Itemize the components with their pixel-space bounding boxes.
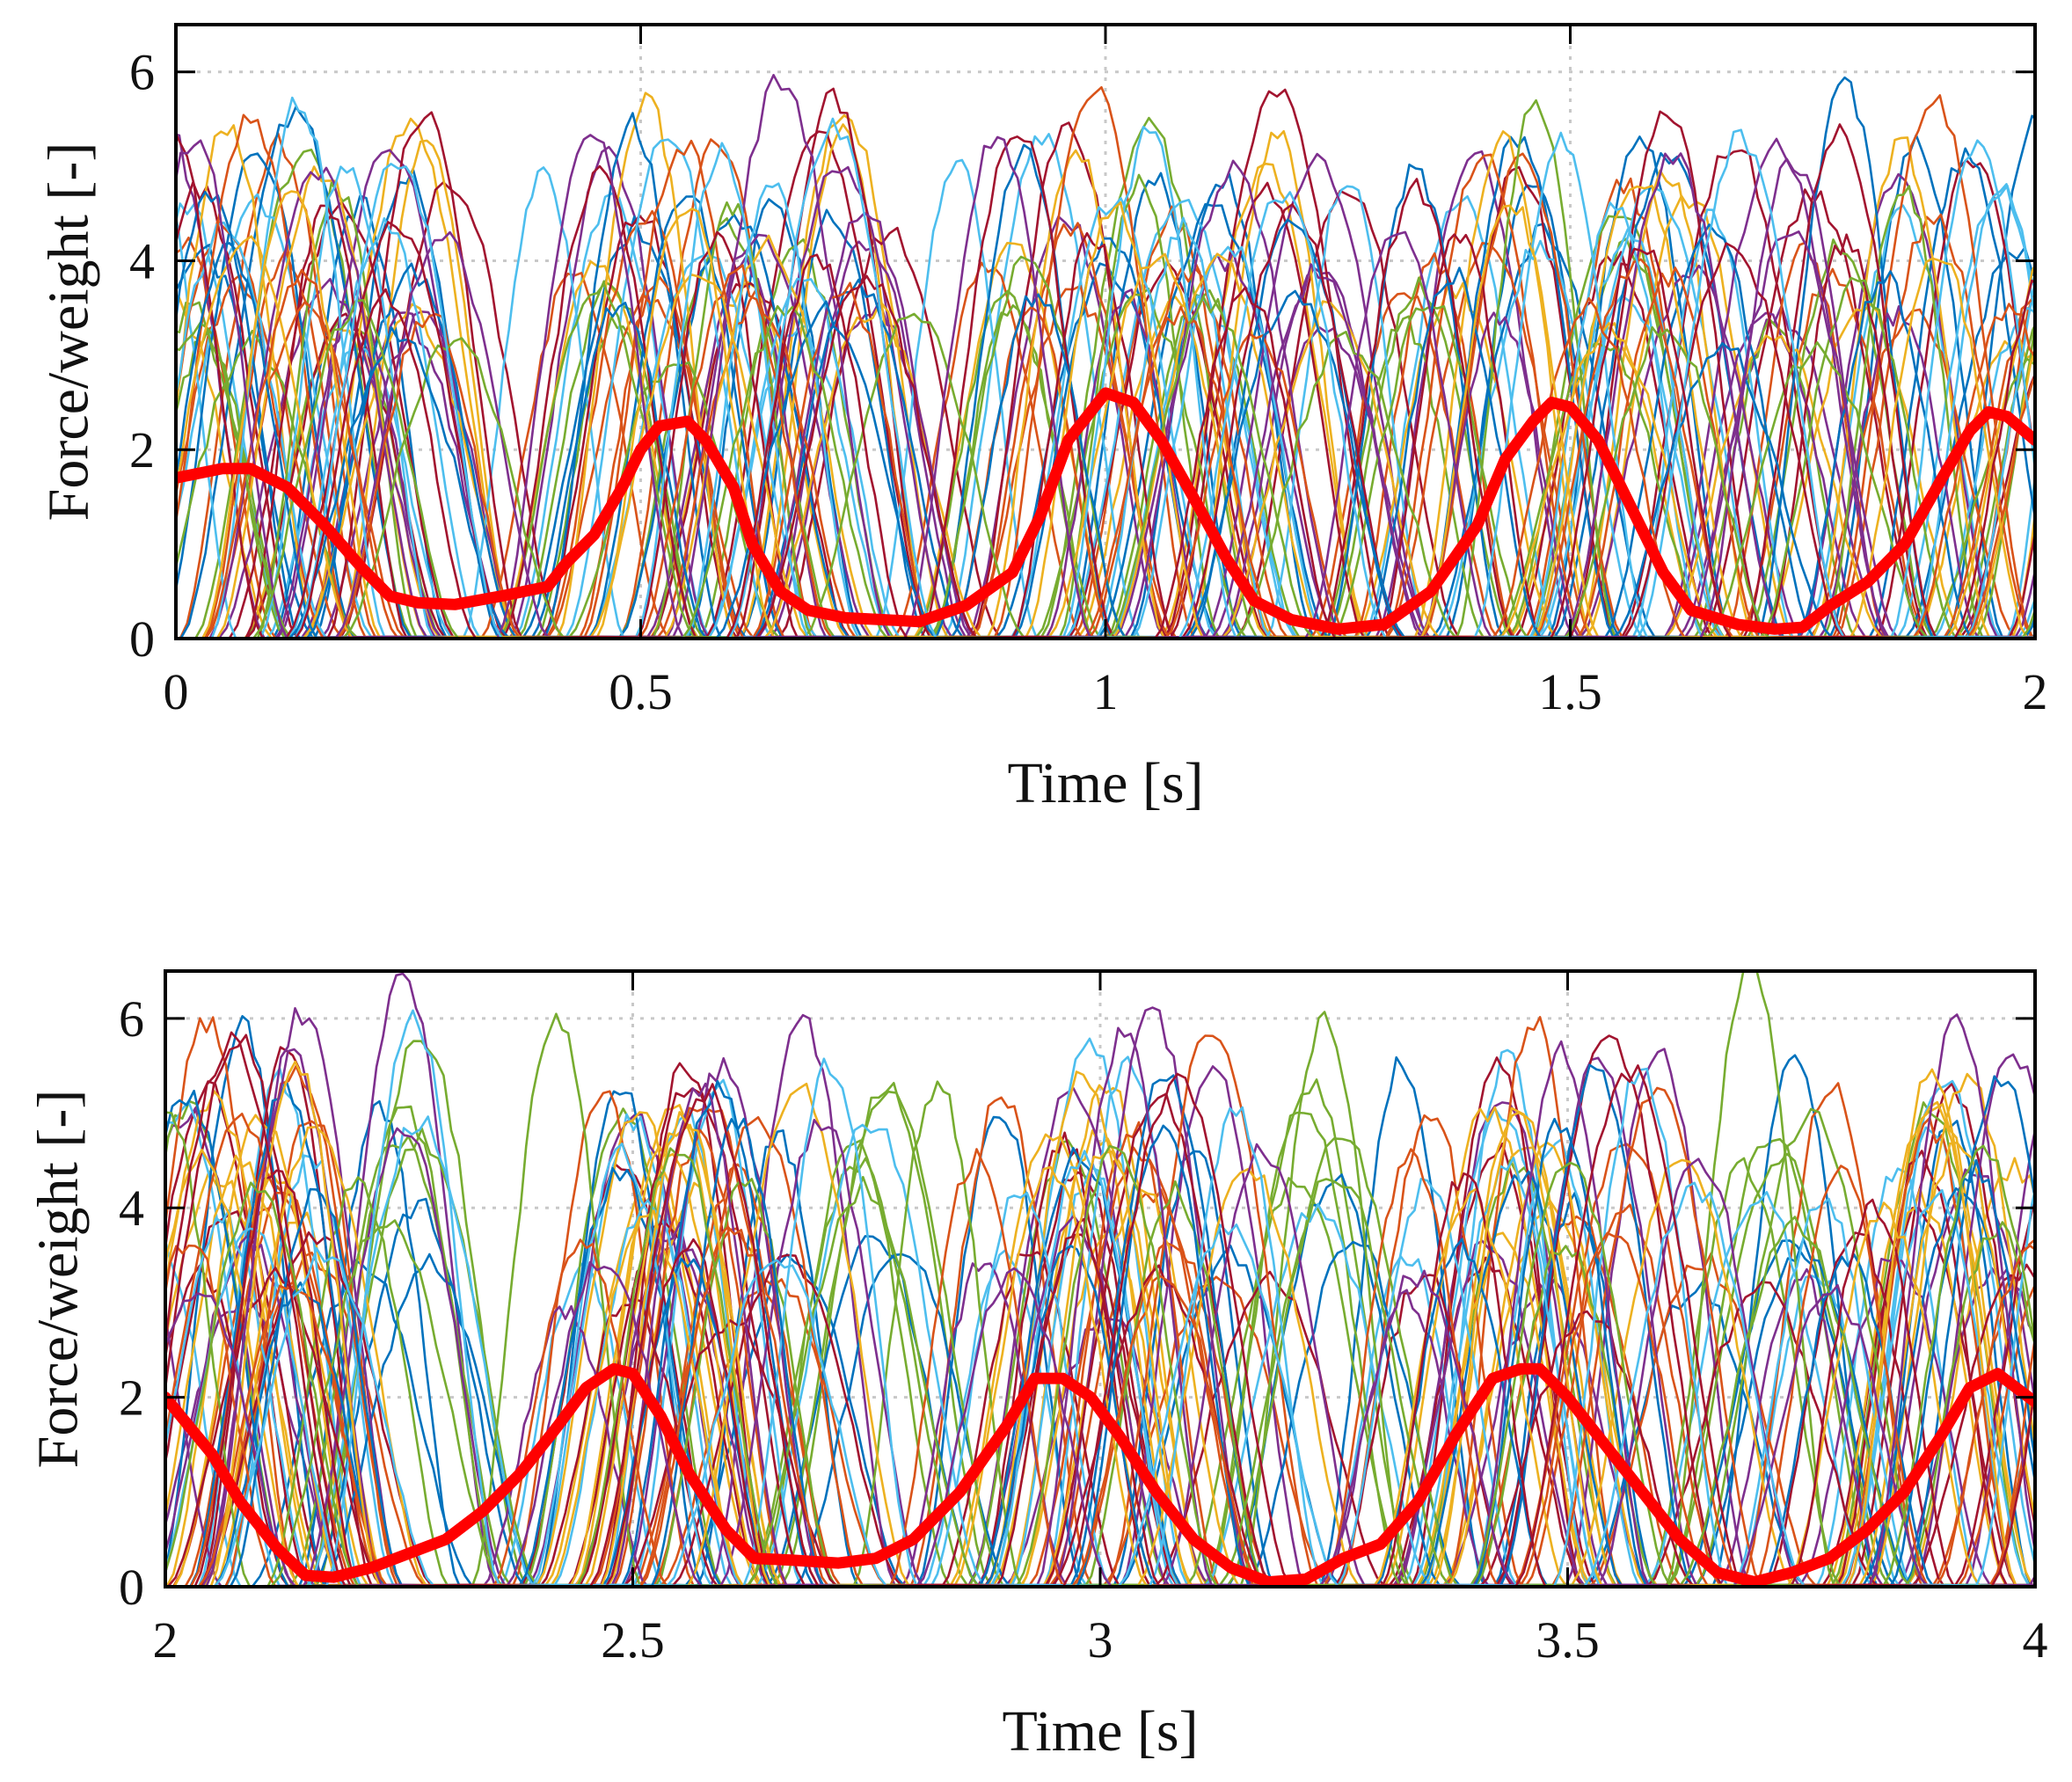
force-trace <box>319 240 2035 639</box>
top-ticks: 0 0.5 1 1.5 2 0 2 4 6 <box>129 25 2048 720</box>
top-y-axis-label: Force/weight [-] <box>37 142 101 522</box>
y-tick-label: 2 <box>119 1369 144 1427</box>
x-tick-label: 0 <box>164 663 189 720</box>
force-trace <box>176 235 2035 639</box>
x-tick-label: 2 <box>153 1611 179 1669</box>
top-x-axis-label: Time [s] <box>1007 751 1203 815</box>
x-tick-label: 1.5 <box>1538 663 1602 720</box>
force-trace <box>205 1013 2035 1587</box>
force-trace <box>176 138 2035 639</box>
force-trace <box>166 1263 2035 1587</box>
force-trace <box>294 117 2035 639</box>
force-trace <box>165 1037 2035 1587</box>
x-tick-label: 2.5 <box>601 1611 665 1669</box>
force-trace <box>306 1105 2035 1587</box>
y-tick-label: 0 <box>129 610 155 668</box>
force-trace <box>176 242 2035 639</box>
top-mean-series <box>176 387 2035 635</box>
bottom-x-axis-label: Time [s] <box>1002 1699 1198 1764</box>
force-trace <box>176 86 2035 639</box>
y-tick-label: 0 <box>119 1559 144 1616</box>
force-trace <box>165 1070 2035 1587</box>
mean-force-line <box>165 1362 2035 1587</box>
force-trace <box>200 1046 2035 1587</box>
force-trace <box>165 1016 2035 1587</box>
force-trace <box>176 242 2035 639</box>
force-trace <box>165 1123 2035 1587</box>
force-trace <box>165 1033 2035 1587</box>
top-panel: 0 0.5 1 1.5 2 0 2 4 6 Time [s] Force/weight [-] <box>37 23 2048 815</box>
force-trace <box>176 91 2035 639</box>
force-trace <box>204 241 2015 639</box>
force-trace <box>165 1031 2035 1587</box>
x-tick-label: 1 <box>1093 663 1119 720</box>
force-trace <box>197 1251 2035 1587</box>
force-trace <box>203 1082 2035 1587</box>
force-trace <box>305 218 2035 639</box>
force-trace <box>256 99 2035 639</box>
force-trace <box>176 135 2035 639</box>
y-tick-label: 4 <box>129 232 155 289</box>
force-trace <box>208 74 2035 639</box>
force-trace <box>165 1090 2035 1587</box>
y-tick-label: 6 <box>129 44 155 101</box>
x-tick-label: 2 <box>2023 663 2048 720</box>
y-tick-label: 2 <box>129 421 155 478</box>
x-tick-label: 3 <box>1088 1611 1113 1669</box>
force-trace <box>165 1144 2035 1587</box>
force-trace <box>165 1143 2035 1587</box>
force-trace <box>189 1034 2035 1587</box>
force-trace <box>176 242 2035 639</box>
x-tick-label: 4 <box>2023 1611 2048 1669</box>
force-trace <box>310 1173 2035 1587</box>
force-trace <box>338 123 2035 639</box>
bottom-mean-series <box>165 1362 2035 1587</box>
force-trace <box>228 88 2035 639</box>
force-trace <box>213 1181 2035 1587</box>
force-trace <box>244 281 2035 639</box>
mean-force-line <box>176 387 2035 635</box>
force-trace <box>165 1099 2035 1587</box>
x-tick-label: 3.5 <box>1536 1611 1600 1669</box>
force-trace <box>325 1009 2035 1587</box>
force-trace <box>209 1060 2035 1587</box>
force-trace <box>287 216 2035 639</box>
force-trace <box>204 258 2035 639</box>
x-tick-label: 0.5 <box>609 663 673 720</box>
force-trace <box>184 1163 2035 1587</box>
force-trace <box>337 267 2035 639</box>
force-trace <box>326 87 2035 639</box>
force-trace <box>210 96 2035 639</box>
force-trace <box>305 1115 2035 1587</box>
force-trace <box>204 264 2035 639</box>
bottom-y-axis-label: Force/weight [-] <box>26 1090 91 1469</box>
y-tick-label: 4 <box>119 1179 144 1237</box>
force-trace <box>252 295 2035 639</box>
force-trace <box>294 247 2035 639</box>
force-trace <box>179 106 2035 639</box>
y-tick-label: 6 <box>119 990 144 1048</box>
force-trace <box>176 238 2035 639</box>
force-trace <box>176 123 2035 639</box>
